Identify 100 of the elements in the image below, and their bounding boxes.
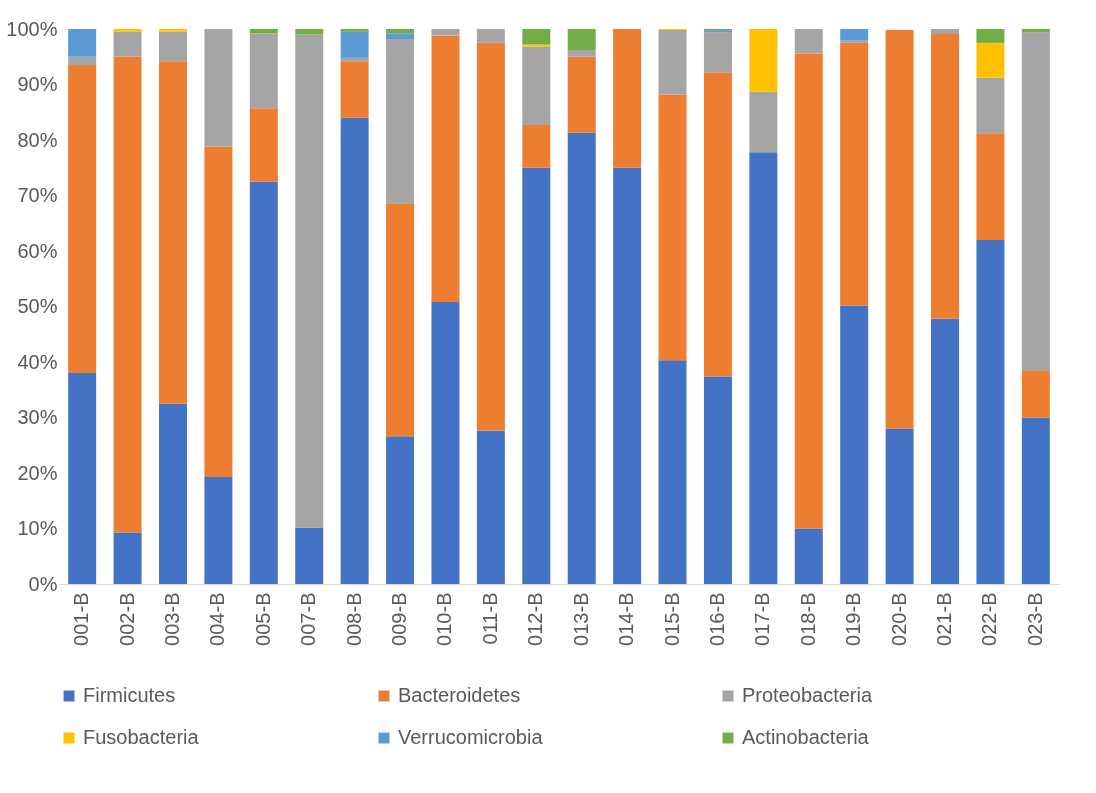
bar [976, 29, 1005, 43]
x-tick-label: 001-B [70, 592, 93, 646]
x-tick-label: 009-B [388, 592, 411, 646]
bar [295, 34, 324, 528]
bar [249, 181, 278, 584]
bar [340, 117, 369, 584]
bar [204, 146, 233, 477]
bar [885, 30, 914, 429]
bar [204, 476, 233, 584]
bar [113, 532, 142, 584]
x-tick-label: 013-B [569, 592, 592, 646]
x-tick-label: 015-B [660, 592, 683, 646]
legend-label: Proteobacteria [742, 684, 873, 706]
bar [840, 40, 869, 43]
bar [1021, 32, 1050, 371]
bar [431, 35, 460, 303]
bar [249, 33, 278, 109]
bar [386, 33, 415, 39]
x-tick-label: 017-B [751, 592, 774, 646]
bar [658, 360, 687, 584]
x-tick-label: 007-B [297, 592, 320, 646]
bar [204, 29, 233, 147]
y-tick-label: 20% [17, 461, 58, 484]
bar [749, 29, 778, 92]
bar [249, 108, 278, 182]
bar [476, 29, 505, 43]
bar [476, 42, 505, 431]
bar [976, 77, 1005, 134]
bar [613, 167, 642, 584]
bar [931, 29, 960, 34]
x-tick-label: 004-B [206, 592, 229, 646]
bar [340, 29, 369, 32]
x-tick-label: 023-B [1023, 592, 1046, 646]
bar [658, 30, 687, 95]
bar [1021, 417, 1050, 584]
bar [703, 72, 732, 377]
legend-label: Actinobacteria [742, 726, 870, 748]
y-tick-label: 30% [17, 406, 58, 428]
legend-label: Verrucomicrobia [398, 726, 544, 748]
bar [386, 38, 415, 204]
bar [522, 29, 551, 45]
y-tick-label: 0% [28, 572, 58, 595]
bar [249, 29, 278, 34]
bar [522, 46, 551, 126]
x-tick-label: 018-B [796, 592, 819, 646]
bar [794, 29, 823, 54]
bar [340, 31, 369, 58]
bar [567, 56, 596, 133]
x-tick-label: 012-B [524, 592, 547, 646]
legend-label: Firmicutes [83, 684, 176, 706]
x-tick-label: 003-B [160, 592, 183, 646]
bar [522, 44, 551, 47]
bar [840, 305, 869, 584]
bar [840, 29, 869, 41]
bar [522, 167, 551, 584]
bar [386, 203, 415, 437]
bar [794, 53, 823, 529]
bar [976, 239, 1005, 584]
bar [931, 34, 960, 319]
bar [1021, 29, 1050, 33]
bar [840, 42, 869, 306]
bar [158, 61, 187, 404]
bar [386, 436, 415, 584]
bar [794, 528, 823, 584]
x-tick-label: 016-B [705, 592, 728, 646]
y-tick-label: 90% [17, 73, 58, 95]
x-tick-label: 021-B [933, 592, 956, 646]
bar [113, 56, 142, 533]
bar [976, 42, 1005, 78]
bar [567, 132, 596, 584]
x-tick-label: 008-B [342, 592, 365, 646]
y-tick-label: 50% [17, 295, 58, 317]
bar [703, 376, 732, 584]
y-tick-label: 100% [6, 17, 58, 40]
bar [522, 125, 551, 168]
bar [113, 29, 142, 32]
y-tick-label: 70% [17, 184, 58, 206]
bar [749, 91, 778, 153]
bar [158, 29, 187, 32]
x-tick-label: 022-B [978, 592, 1001, 646]
bar [613, 29, 642, 168]
x-tick-label: 019-B [842, 592, 865, 646]
bar [1021, 370, 1050, 418]
legend-label: Bacteroidetes [398, 684, 521, 706]
y-tick-label: 40% [17, 350, 58, 373]
bar [340, 57, 369, 62]
bar [158, 31, 187, 62]
x-tick-label: 014-B [615, 592, 638, 646]
bar [931, 318, 960, 584]
x-tick-label: 011-B [478, 592, 501, 645]
bar [295, 29, 324, 35]
bar [431, 29, 460, 36]
x-tick-label: 010-B [433, 592, 456, 646]
bar [68, 29, 97, 57]
bar [340, 61, 369, 118]
bar [703, 32, 732, 73]
y-tick-label: 80% [17, 128, 58, 151]
bar [431, 302, 460, 584]
bar [567, 29, 596, 51]
bar [113, 31, 142, 57]
